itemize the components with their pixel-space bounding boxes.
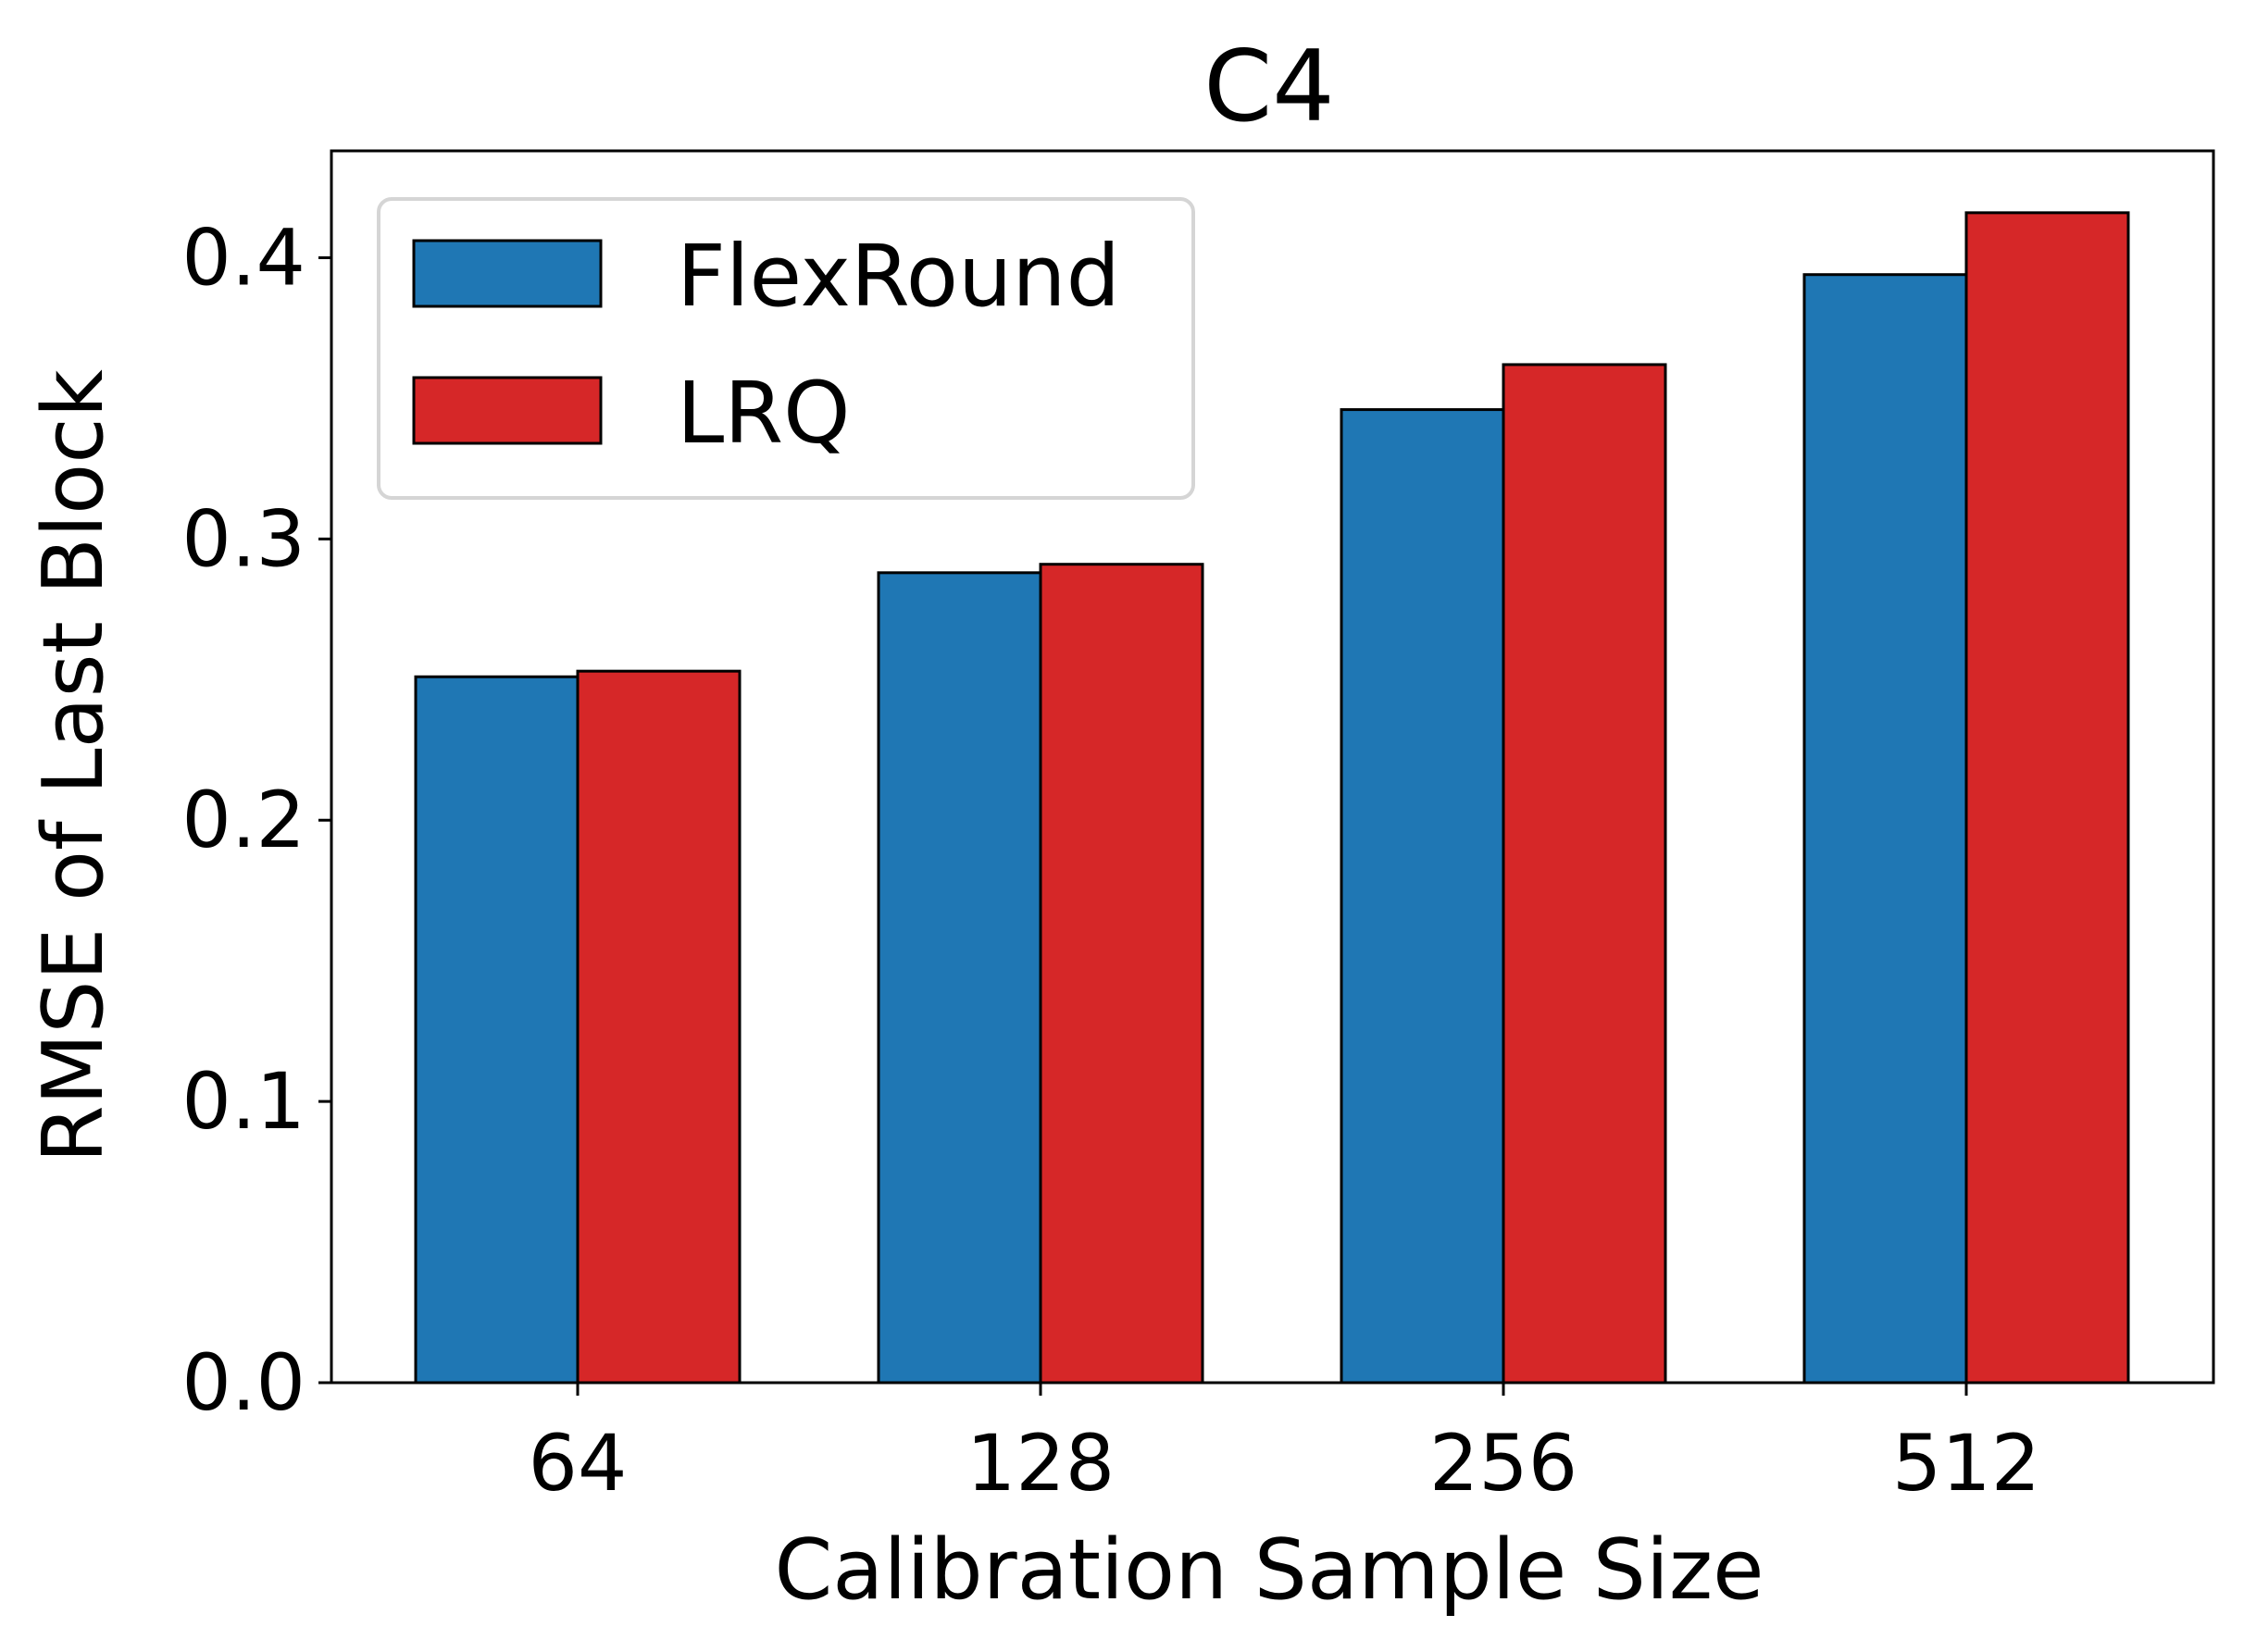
x-tick-label: 64: [529, 1418, 628, 1509]
y-tick-label: 0.4: [181, 212, 305, 303]
legend-swatch-lrq: [412, 376, 603, 445]
bar-lrq-64: [576, 669, 742, 1385]
x-tick-label: 128: [966, 1418, 1115, 1509]
y-axis-label: RMSE of Last Block: [25, 369, 122, 1163]
y-tick-label: 0.0: [181, 1337, 305, 1428]
bar-series: [414, 211, 2130, 1385]
y-tick-label: 0.1: [181, 1056, 305, 1147]
bar-lrq-512: [1964, 211, 2130, 1385]
bar-lrq-128: [1039, 563, 1204, 1385]
chart-title: C4: [1203, 30, 1334, 143]
legend-label-lrq: LRQ: [677, 364, 851, 463]
x-axis-label: Calibration Sample Size: [774, 1522, 1764, 1619]
y-tick-label: 0.2: [181, 775, 305, 865]
legend-swatch-flexround: [412, 239, 603, 308]
legend-label-flexround: FlexRound: [677, 227, 1120, 326]
legend: FlexRound LRQ: [377, 197, 1195, 500]
x-tick-label: 256: [1429, 1418, 1577, 1509]
y-tick-label: 0.3: [181, 493, 305, 584]
bar-flexround-64: [414, 675, 580, 1385]
bar-flexround-256: [1340, 408, 1505, 1385]
bar-flexround-128: [877, 571, 1042, 1385]
bar-lrq-256: [1502, 363, 1667, 1385]
x-axis-ticks: 64 128 256 512: [529, 1383, 2040, 1509]
bar-flexround-512: [1802, 273, 1968, 1385]
plot-frame: [330, 149, 2215, 1385]
y-axis-ticks: 0.0 0.1 0.2 0.3 0.4: [181, 212, 331, 1428]
x-tick-label: 512: [1892, 1418, 2040, 1509]
